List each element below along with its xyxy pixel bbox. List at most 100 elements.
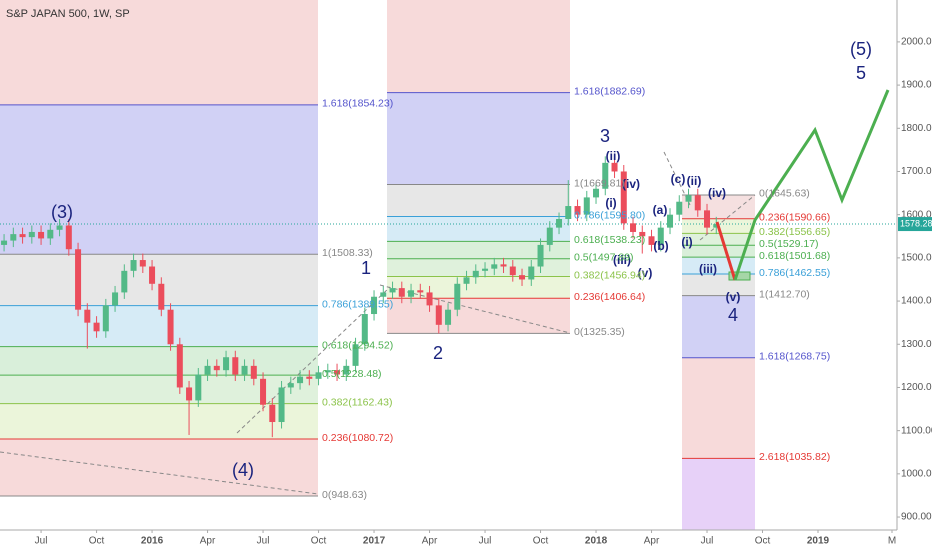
fib-label: 0.236(1406.64) bbox=[574, 291, 645, 303]
wave-label: (i) bbox=[681, 235, 692, 249]
candle-body bbox=[278, 387, 285, 423]
candle-body bbox=[639, 231, 646, 237]
wave-label: (v) bbox=[638, 266, 653, 280]
projection-up bbox=[733, 89, 890, 281]
fib-label: 0.5(1228.48) bbox=[322, 368, 382, 380]
fib-zone bbox=[387, 298, 570, 334]
candle-body bbox=[10, 234, 17, 241]
candle-body bbox=[352, 344, 359, 366]
candle-body bbox=[195, 374, 202, 401]
candle-body bbox=[139, 260, 146, 267]
fib-zone bbox=[387, 258, 570, 277]
fib-zone bbox=[387, 92, 570, 185]
fib-zone bbox=[682, 257, 755, 275]
candle-body bbox=[556, 218, 563, 228]
fib-label: 0.236(1590.66) bbox=[759, 211, 830, 223]
candle-body bbox=[343, 365, 350, 375]
fib-label: 0.382(1456.94) bbox=[574, 269, 645, 281]
candle-body bbox=[472, 270, 479, 278]
x-tick-label: Apr bbox=[422, 536, 438, 547]
candle-body bbox=[648, 236, 655, 245]
fib-zone bbox=[0, 346, 318, 376]
candle-body bbox=[704, 210, 711, 228]
wave-label: (c) bbox=[671, 172, 686, 186]
y-tick-label: 1700.00 bbox=[901, 166, 932, 177]
fib-zone bbox=[0, 0, 318, 105]
price-badge-label: 1578.28 bbox=[900, 218, 932, 228]
candle-body bbox=[158, 283, 165, 310]
candle-body bbox=[287, 383, 294, 388]
wave-label: (iv) bbox=[708, 186, 726, 200]
candle-body bbox=[102, 305, 109, 332]
candle-body bbox=[28, 231, 35, 238]
candle-body bbox=[371, 296, 378, 315]
candle-body bbox=[426, 292, 433, 306]
fib-zone bbox=[682, 458, 755, 530]
x-tick-label: 2019 bbox=[807, 536, 830, 547]
fib-label: 0.786(1389.55) bbox=[322, 298, 393, 310]
wave-label: (v) bbox=[726, 290, 741, 304]
candle-body bbox=[75, 249, 82, 310]
fib-label: 0(948.63) bbox=[322, 489, 367, 501]
wave-label: 5 bbox=[856, 63, 866, 83]
y-tick-label: 1000.00 bbox=[901, 468, 932, 479]
candle-body bbox=[537, 244, 544, 267]
fib-zone bbox=[0, 375, 318, 404]
candle-body bbox=[491, 264, 498, 269]
y-tick-label: 2000.00 bbox=[901, 37, 932, 48]
fib-label: 1.618(1854.23) bbox=[322, 98, 393, 110]
candle-body bbox=[361, 314, 368, 345]
fib-label: 0(1645.63) bbox=[759, 188, 810, 200]
candle-body bbox=[509, 266, 516, 276]
candle-body bbox=[306, 376, 313, 379]
fib-zone bbox=[387, 184, 570, 217]
candle-body bbox=[620, 171, 627, 224]
x-tick-label: 2018 bbox=[585, 536, 608, 547]
candle-body bbox=[47, 229, 54, 239]
fib-label: 0(1325.35) bbox=[574, 326, 625, 338]
trend-line bbox=[699, 194, 756, 241]
y-tick-label: 1500.00 bbox=[901, 253, 932, 264]
fib-layer bbox=[0, 0, 755, 530]
candle-body bbox=[676, 201, 683, 215]
fib-label: 0.786(1462.55) bbox=[759, 267, 830, 279]
candle-body bbox=[500, 264, 507, 267]
candle-body bbox=[38, 231, 45, 239]
fib-zone bbox=[387, 276, 570, 299]
fib-label: 0.618(1294.52) bbox=[322, 339, 393, 351]
projection-down bbox=[715, 221, 737, 281]
candle-body bbox=[1, 240, 8, 245]
candle-body bbox=[380, 292, 387, 297]
candle-body bbox=[324, 370, 331, 373]
candle-body bbox=[121, 270, 128, 293]
candle-body bbox=[408, 290, 415, 297]
x-tick-label: Jul bbox=[257, 536, 270, 547]
candle-body bbox=[611, 162, 618, 172]
y-tick-label: 1100.00 bbox=[901, 425, 932, 436]
axes: 900.00 1000.00 1100.00 1200.00 1300.00 1400.0… bbox=[35, 37, 932, 547]
candle-body bbox=[186, 387, 193, 401]
x-tick-label: Oct bbox=[311, 536, 327, 547]
candle-body bbox=[454, 283, 461, 310]
fib-zone bbox=[682, 357, 755, 459]
x-tick-label: Oct bbox=[89, 536, 105, 547]
candles bbox=[0, 156, 897, 438]
y-tick-label: 1800.00 bbox=[901, 123, 932, 134]
x-tick-label: Oct bbox=[533, 536, 549, 547]
candle-body bbox=[241, 365, 248, 375]
candle-body bbox=[546, 227, 553, 245]
wave-label: 4 bbox=[728, 305, 738, 325]
x-tick-label: Apr bbox=[200, 536, 216, 547]
candle-body bbox=[334, 370, 341, 375]
y-tick-label: 1200.00 bbox=[901, 382, 932, 393]
candle-body bbox=[593, 188, 600, 198]
candle-body bbox=[167, 309, 174, 345]
projection bbox=[715, 89, 890, 281]
x-tick-label: Jul bbox=[35, 536, 48, 547]
fib-label: 0.618(1501.68) bbox=[759, 250, 830, 262]
fib-label: 0.618(1538.23) bbox=[574, 234, 645, 246]
candle-body bbox=[204, 365, 211, 375]
x-tick-label: Jul bbox=[479, 536, 492, 547]
candle-body bbox=[250, 365, 257, 379]
